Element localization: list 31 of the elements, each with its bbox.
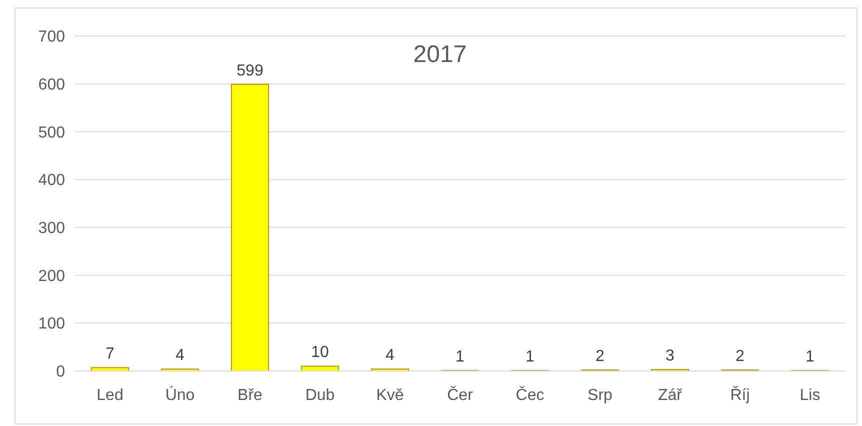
x-tick-label: Kvě bbox=[376, 387, 404, 404]
y-tick-label: 400 bbox=[38, 172, 66, 190]
x-tick-label: Led bbox=[96, 387, 124, 404]
data-label: 3 bbox=[666, 348, 675, 365]
x-tick-label: Bře bbox=[238, 387, 263, 404]
y-tick-label: 600 bbox=[38, 76, 66, 94]
chart-title: 2017 bbox=[413, 41, 467, 68]
data-label: 599 bbox=[236, 62, 264, 80]
data-label: 1 bbox=[526, 348, 535, 366]
data-label: 1 bbox=[456, 348, 465, 366]
x-tick-label: Dub bbox=[305, 387, 335, 404]
y-tick-label: 300 bbox=[38, 220, 66, 238]
x-tick-label: Lis bbox=[800, 387, 820, 404]
data-label: 4 bbox=[176, 347, 185, 364]
y-tick-label: 700 bbox=[38, 28, 66, 46]
data-label: 2 bbox=[736, 348, 745, 366]
y-tick-label: 0 bbox=[56, 364, 66, 381]
data-label: 2 bbox=[596, 348, 605, 366]
x-tick-label: Říj bbox=[730, 386, 750, 404]
x-tick-label: Čer bbox=[447, 386, 474, 404]
x-tick-label: Zář bbox=[658, 387, 683, 404]
data-label: 10 bbox=[311, 344, 329, 362]
x-tick-label: Čec bbox=[516, 386, 544, 404]
data-label: 7 bbox=[106, 346, 115, 363]
data-label: 1 bbox=[806, 348, 815, 366]
x-tick-label: Úno bbox=[165, 386, 195, 404]
y-tick-label: 500 bbox=[38, 124, 66, 142]
y-tick-label: 200 bbox=[38, 268, 66, 285]
x-tick-label: Srp bbox=[588, 387, 613, 404]
y-tick-label: 100 bbox=[38, 316, 66, 333]
data-label: 4 bbox=[386, 347, 395, 364]
